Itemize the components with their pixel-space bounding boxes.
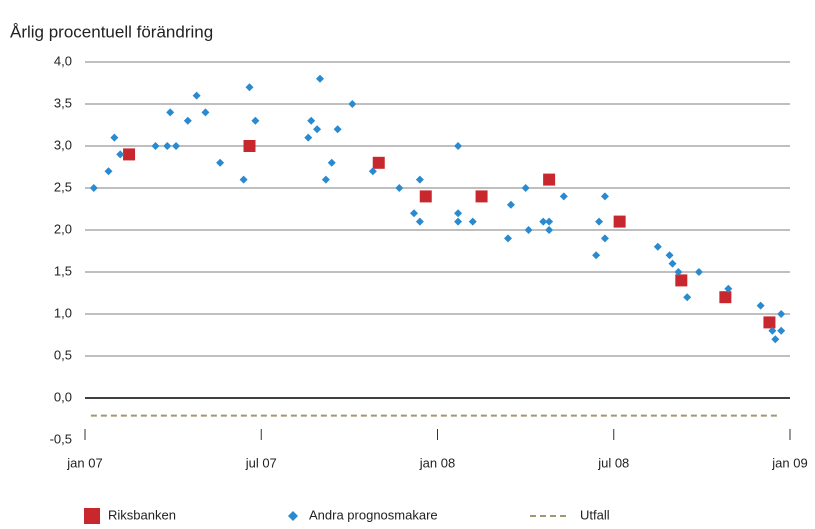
point bbox=[545, 217, 554, 226]
point bbox=[454, 217, 463, 226]
point bbox=[771, 335, 780, 344]
point bbox=[613, 215, 626, 228]
point bbox=[415, 217, 424, 226]
point bbox=[768, 326, 777, 335]
point bbox=[348, 100, 357, 108]
point bbox=[116, 150, 125, 159]
point bbox=[683, 293, 692, 302]
point bbox=[239, 175, 248, 184]
point bbox=[763, 316, 776, 329]
point bbox=[675, 274, 688, 287]
point bbox=[665, 251, 674, 260]
y-tick-label: 3,5 bbox=[54, 95, 72, 110]
point bbox=[333, 125, 342, 134]
point bbox=[468, 217, 477, 226]
point bbox=[777, 326, 786, 335]
legend-label: Riksbanken bbox=[108, 507, 176, 522]
legend-swatch bbox=[84, 508, 100, 524]
point bbox=[756, 301, 765, 310]
x-tick-label: jan 08 bbox=[419, 455, 455, 470]
point bbox=[415, 175, 424, 184]
point bbox=[410, 209, 418, 218]
point bbox=[524, 226, 533, 234]
point bbox=[653, 242, 662, 251]
point bbox=[521, 184, 530, 192]
point bbox=[454, 209, 463, 218]
point bbox=[123, 148, 136, 161]
point bbox=[183, 116, 192, 125]
y-tick-label: 3,0 bbox=[54, 137, 72, 152]
point bbox=[172, 142, 181, 150]
point bbox=[777, 310, 786, 318]
point bbox=[419, 190, 432, 203]
point bbox=[719, 291, 732, 304]
y-tick-label: -0,5 bbox=[50, 431, 72, 446]
point bbox=[372, 156, 385, 169]
point bbox=[151, 142, 160, 150]
point bbox=[327, 158, 336, 167]
point bbox=[89, 184, 98, 192]
point bbox=[243, 140, 256, 152]
point bbox=[316, 74, 324, 83]
point bbox=[454, 142, 463, 150]
point bbox=[674, 268, 683, 276]
point bbox=[559, 192, 568, 201]
y-tick-label: 1,5 bbox=[54, 263, 72, 278]
y-tick-label: 0,5 bbox=[54, 347, 72, 362]
point bbox=[163, 142, 172, 150]
point bbox=[313, 125, 322, 134]
point bbox=[694, 268, 703, 276]
point bbox=[475, 190, 488, 203]
point bbox=[543, 173, 556, 186]
point bbox=[110, 133, 119, 142]
point bbox=[368, 167, 377, 176]
point bbox=[216, 158, 225, 167]
point bbox=[395, 184, 404, 192]
legend-label: Utfall bbox=[580, 507, 610, 522]
x-tick-label: jan 09 bbox=[771, 455, 807, 470]
chart-title: Årlig procentuell förändring bbox=[10, 22, 213, 41]
point bbox=[504, 234, 512, 243]
point bbox=[304, 133, 313, 142]
point bbox=[321, 175, 330, 184]
point bbox=[506, 200, 515, 209]
x-tick-label: jul 07 bbox=[245, 455, 277, 470]
x-tick-label: jul 08 bbox=[597, 455, 629, 470]
point bbox=[245, 83, 254, 92]
point bbox=[201, 108, 210, 117]
y-tick-label: 1,0 bbox=[54, 305, 72, 320]
y-tick-label: 0,0 bbox=[54, 389, 72, 404]
point bbox=[668, 259, 677, 268]
legend-swatch bbox=[288, 511, 298, 521]
y-tick-label: 2,5 bbox=[54, 179, 72, 194]
point bbox=[724, 284, 733, 293]
point bbox=[592, 251, 601, 260]
point bbox=[166, 108, 175, 117]
point bbox=[192, 91, 201, 100]
y-tick-label: 4,0 bbox=[54, 53, 72, 68]
point bbox=[600, 234, 609, 243]
point bbox=[545, 226, 554, 234]
point bbox=[307, 116, 316, 125]
y-tick-label: 2,0 bbox=[54, 221, 72, 236]
point bbox=[600, 192, 609, 201]
point bbox=[251, 116, 260, 125]
point bbox=[539, 217, 548, 226]
x-tick-label: jan 07 bbox=[66, 455, 102, 470]
legend-label: Andra prognosmakare bbox=[309, 507, 438, 522]
point bbox=[104, 167, 113, 176]
point bbox=[595, 217, 604, 226]
